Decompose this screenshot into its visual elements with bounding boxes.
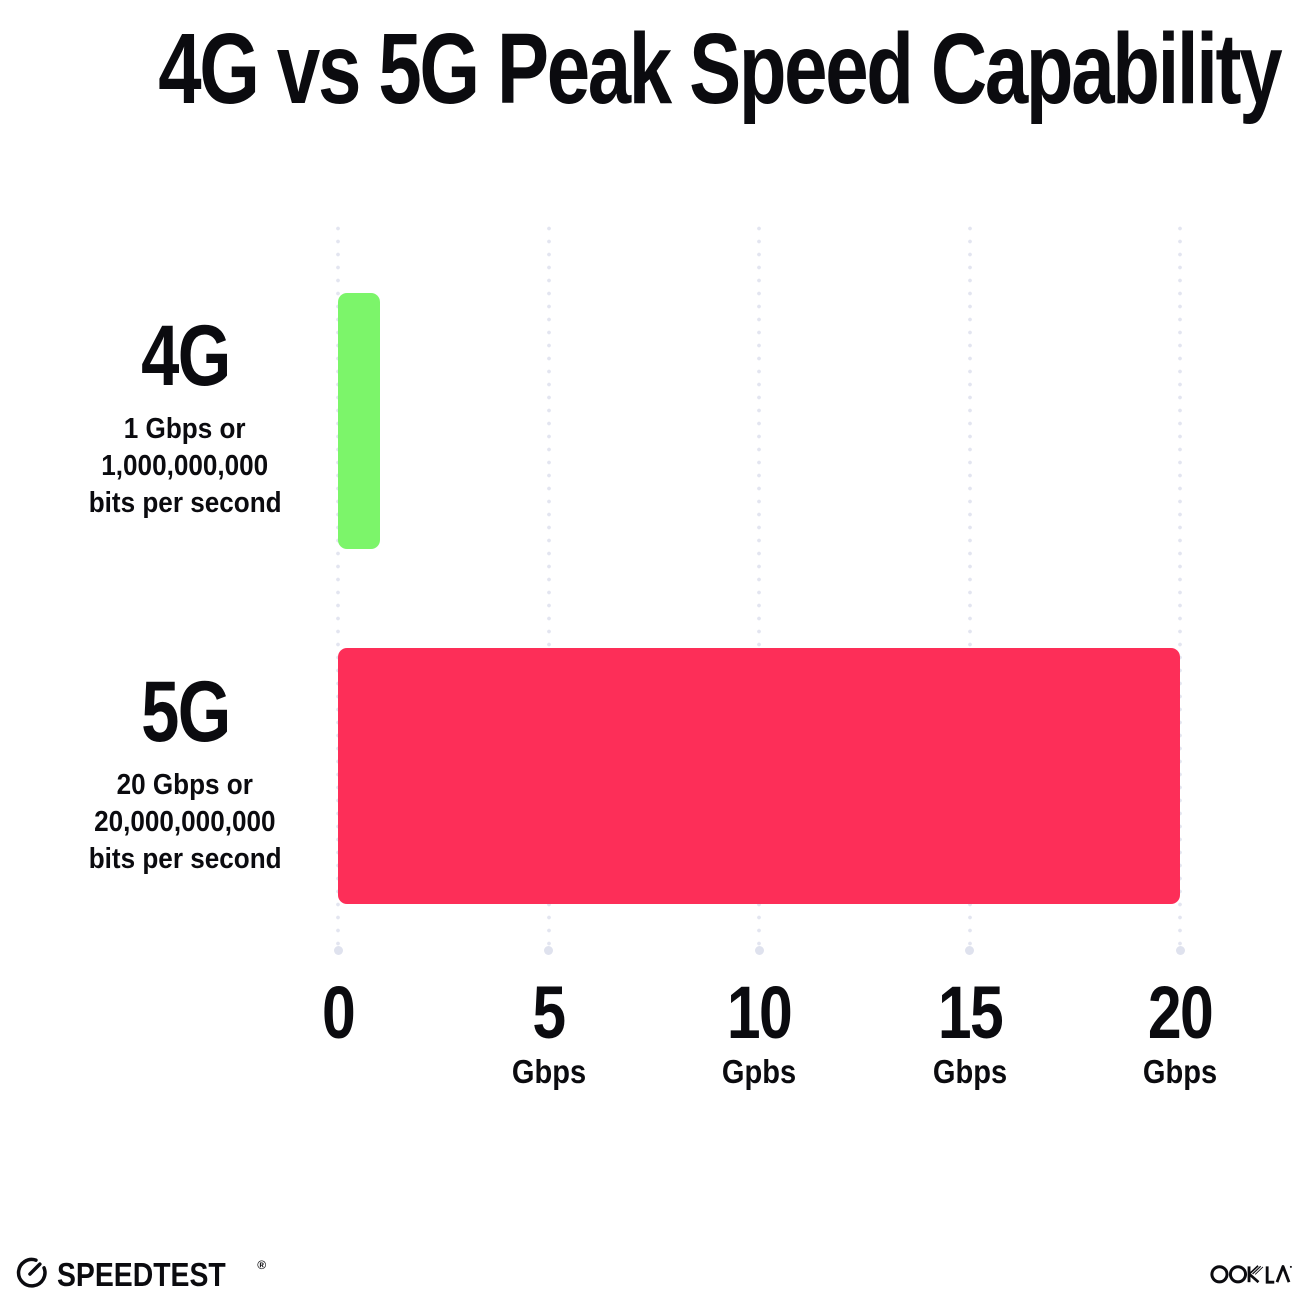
x-tick-20: 20 Gbps xyxy=(1138,971,1222,1090)
speedtest-logo: SPEEDTEST ® xyxy=(15,1256,266,1294)
row-label-5g: 5G 20 Gbps or 20,000,000,000 bits per se… xyxy=(20,664,350,878)
x-tick-10-value: 10 xyxy=(726,971,793,1054)
x-axis: 0 5 Gbps 10 Gpbs 15 Gbps 20 Gbps xyxy=(322,971,1217,1110)
x-tick-20-unit: Gbps xyxy=(1142,1053,1218,1090)
x-tick-0: 0 xyxy=(318,971,357,1088)
bar-5g xyxy=(338,648,1180,904)
sublabel-4g-line1: 1 Gbps or xyxy=(124,413,246,445)
sublabel-5g-line1: 20 Gbps or xyxy=(116,769,254,801)
x-tick-15: 15 Gbps xyxy=(927,971,1011,1090)
page-title-text: 4G vs 5G Peak Speed Capability xyxy=(158,13,1282,125)
sublabel-5g-line2: 20,000,000,000 xyxy=(94,806,276,838)
ookla-logo xyxy=(1210,1260,1292,1292)
gridline xyxy=(754,222,764,955)
plot-area xyxy=(333,222,1185,955)
x-tick-5-value: 5 xyxy=(532,971,566,1054)
sublabel-5g-line3: bits per second xyxy=(88,843,282,875)
gridline xyxy=(333,222,343,955)
x-tick-10: 10 Gpbs xyxy=(717,971,801,1090)
ookla-wordmark-icon xyxy=(1210,1260,1292,1292)
row-label-4g: 4G 1 Gbps or 1,000,000,000 bits per seco… xyxy=(20,308,350,522)
x-tick-15-value: 15 xyxy=(937,971,1003,1054)
page-title: 4G vs 5G Peak Speed Capability xyxy=(0,12,1308,127)
x-tick-5: 5 Gbps xyxy=(506,971,590,1090)
speedtest-trademark: ® xyxy=(257,1258,267,1272)
bar-4g xyxy=(338,293,381,549)
category-label-4g: 4G xyxy=(140,308,231,404)
x-tick-5-unit: Gbps xyxy=(511,1053,586,1090)
speedtest-wordmark: SPEEDTEST xyxy=(57,1256,226,1293)
x-tick-15-unit: Gbps xyxy=(932,1053,1007,1090)
x-tick-10-unit: Gpbs xyxy=(721,1053,797,1090)
sublabel-4g-line2: 1,000,000,000 xyxy=(101,450,269,482)
gridline xyxy=(1175,222,1185,955)
x-tick-20-value: 20 xyxy=(1147,971,1214,1054)
speedometer-gauge-icon xyxy=(15,1256,48,1294)
sublabel-4g-line3: bits per second xyxy=(88,487,282,519)
x-tick-0-unit xyxy=(318,1055,357,1088)
gridline xyxy=(965,222,974,955)
x-tick-0-value: 0 xyxy=(321,971,356,1054)
gridline xyxy=(544,222,553,955)
category-label-5g: 5G xyxy=(140,664,231,760)
